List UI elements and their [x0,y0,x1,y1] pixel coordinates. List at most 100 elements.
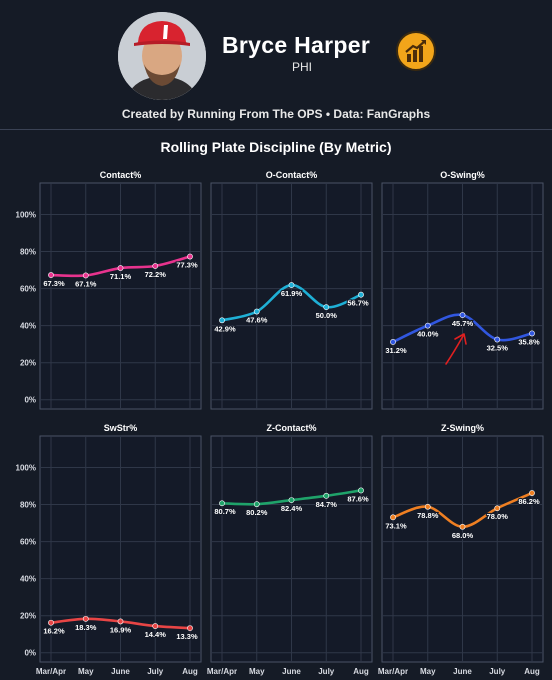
data-label: 78.0% [487,512,509,521]
chart-panel-6: Z-Swing% Mar/Apr May June July Aug 73.1% 78.8% 6… [378,423,544,676]
x-tick-label: July [147,667,164,676]
chart-panel-1: Contact% 0% 20% 40% 60% 80% 100% 67.3% 67.1% 71.1… [16,170,202,410]
data-point [459,312,466,318]
y-tick-label: 20% [20,612,36,621]
x-tick-label: Aug [182,667,198,676]
headshot-graphic [118,12,206,100]
data-point [187,253,193,260]
main-title: Rolling Plate Discipline (By Metric) [160,139,392,155]
data-label: 78.8% [417,511,439,520]
y-tick-label: 60% [20,285,36,294]
x-tick-label: May [78,667,94,676]
data-label: 71.1% [110,272,132,281]
y-tick-label: 0% [24,649,36,658]
data-point [494,505,501,512]
panel-title: Contact% [100,170,142,180]
x-tick-label: May [249,667,265,676]
data-label: 61.9% [281,289,303,298]
data-label: 80.7% [214,507,236,516]
data-label: 56.7% [347,299,369,308]
data-label: 67.1% [75,279,97,288]
data-label: 84.7% [316,500,338,509]
data-label: 31.2% [385,346,407,355]
data-point [187,625,193,631]
data-label: 13.3% [176,632,198,641]
x-tick-label: June [453,667,472,676]
y-tick-label: 0% [24,396,36,405]
data-point [117,265,124,271]
data-label: 80.2% [246,508,268,517]
data-point [82,272,89,279]
y-tick-label: 80% [20,501,36,510]
y-tick-label: 20% [20,359,36,368]
y-tick-label: 80% [20,248,36,257]
x-tick-label: Aug [524,667,540,676]
data-point [152,263,159,269]
data-label: 72.2% [145,270,167,279]
badge-graphic [405,40,426,62]
data-point [494,336,501,343]
x-tick-label: May [420,667,436,676]
header: Bryce Harper PHI Created by Running From… [0,0,552,130]
data-label: 87.6% [347,494,369,503]
data-point [48,272,54,278]
player-headshot-icon [118,12,206,100]
data-label: 16.9% [110,625,132,634]
credit-line: Created by Running From The OPS • Data: … [121,107,431,121]
data-point [424,322,431,329]
data-point [82,615,89,622]
data-point [529,330,535,337]
data-label: 86.2% [518,497,540,506]
red-annotation-arrow-icon [445,335,464,365]
chart-panel-3: O-Swing% 31.2% 40.0% 45.7% 32.5% 35.8% [381,170,544,410]
data-label: 32.5% [487,344,509,353]
x-tick-label: July [489,667,506,676]
data-label: 77.3% [176,261,198,270]
data-label: 50.0% [316,311,338,320]
x-tick-label: June [282,667,301,676]
y-tick-label: 40% [20,575,36,584]
y-tick-label: 60% [20,538,36,547]
chart-panel-5: Z-Contact% Mar/Apr May June July Aug 80.7% 80.2… [207,423,373,676]
x-tick-label: July [318,667,335,676]
data-point [424,503,431,510]
panel-title: SwStr% [104,423,138,433]
data-point [358,487,364,494]
x-tick-label: Mar/Apr [207,667,237,676]
chart-panel-4: SwStr% 0% 20% 40% 60% 80% 100% Mar/Apr May June Ju… [16,423,202,676]
data-point [358,291,364,298]
header-divider [0,129,552,130]
red-annotation-arrowhead-icon [454,333,467,345]
data-label: 68.0% [452,531,474,540]
data-point [323,304,330,311]
data-point [253,308,260,315]
data-point [117,618,124,625]
data-point [219,317,225,324]
data-label: 16.2% [43,627,65,636]
panel-title: Z-Swing% [441,423,484,433]
data-point [219,500,225,507]
player-name: Bryce Harper [222,32,371,58]
y-tick-label: 40% [20,322,36,331]
data-label: 35.8% [518,337,540,346]
data-point [390,514,396,521]
data-point [152,623,159,629]
data-label: 18.3% [75,623,97,632]
data-label: 14.4% [145,630,167,639]
x-tick-label: Mar/Apr [36,667,66,676]
data-label: 73.1% [385,521,407,530]
data-point [529,490,535,496]
data-point [253,501,260,508]
growth-chart-badge-icon [396,31,436,71]
data-point [323,492,330,499]
panel-title: Z-Contact% [267,423,317,433]
data-point [459,523,466,530]
data-label: 67.3% [43,279,65,288]
x-tick-label: Aug [353,667,369,676]
chart-panel-2: O-Contact% 42.9% 47.6% 61.9% 50.0% 56.7% [210,170,373,410]
y-tick-label: 100% [16,463,36,472]
x-tick-label: June [111,667,130,676]
data-point [288,282,295,288]
data-point [390,339,396,345]
